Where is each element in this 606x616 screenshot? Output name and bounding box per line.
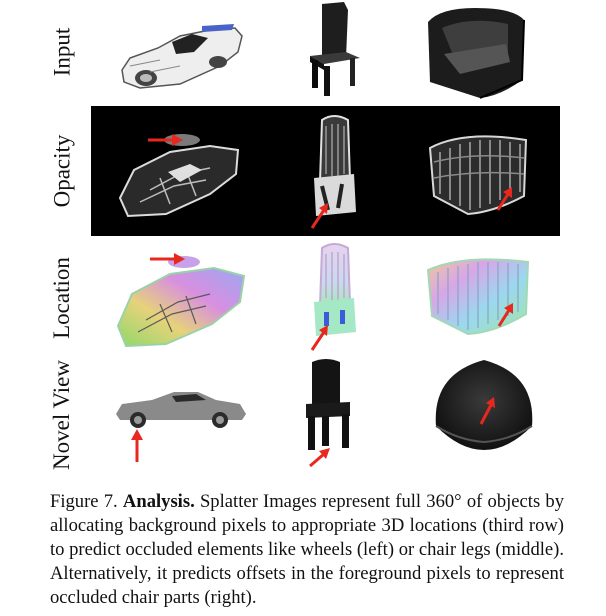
red-arrow-icon: [497, 303, 513, 327]
input-armchair-image: [420, 2, 530, 102]
novel-view-armchair-image: [428, 354, 540, 454]
red-arrow-icon: [479, 397, 495, 425]
caption-heading: Analysis.: [122, 491, 195, 512]
row-label-input: Input: [42, 6, 82, 98]
red-arrow-icon: [148, 134, 183, 146]
location-car-image: [110, 248, 252, 356]
input-car-image: [110, 8, 260, 98]
red-arrow-icon: [310, 325, 328, 351]
row-label-novel-view-text: Novel View: [49, 360, 75, 470]
row-label-location: Location: [42, 238, 82, 358]
input-chair-image: [300, 0, 370, 100]
location-chair-image: [304, 240, 364, 340]
caption-text: Splatter Images represent full 360° of o…: [50, 491, 564, 608]
row-label-novel-view: Novel View: [42, 350, 82, 480]
red-arrow-icon: [131, 429, 143, 462]
opacity-armchair-image: [424, 122, 534, 222]
row-label-location-text: Location: [49, 257, 74, 339]
novel-view-chair-image: [300, 356, 362, 456]
row-label-opacity-text: Opacity: [49, 134, 74, 208]
red-arrow-icon: [309, 448, 330, 468]
caption-figure-number: Figure 7.: [50, 491, 118, 512]
row-label-opacity: Opacity: [42, 106, 82, 236]
location-armchair-image: [424, 248, 536, 340]
opacity-chair-image: [304, 112, 364, 230]
figure-caption: Figure 7. Analysis. Splatter Images repr…: [50, 490, 564, 610]
row-label-input-text: Input: [49, 27, 74, 77]
red-arrow-icon: [150, 253, 185, 265]
red-arrow-icon: [310, 203, 328, 229]
red-arrow-icon: [496, 187, 512, 211]
novel-view-car-image: [112, 384, 250, 430]
